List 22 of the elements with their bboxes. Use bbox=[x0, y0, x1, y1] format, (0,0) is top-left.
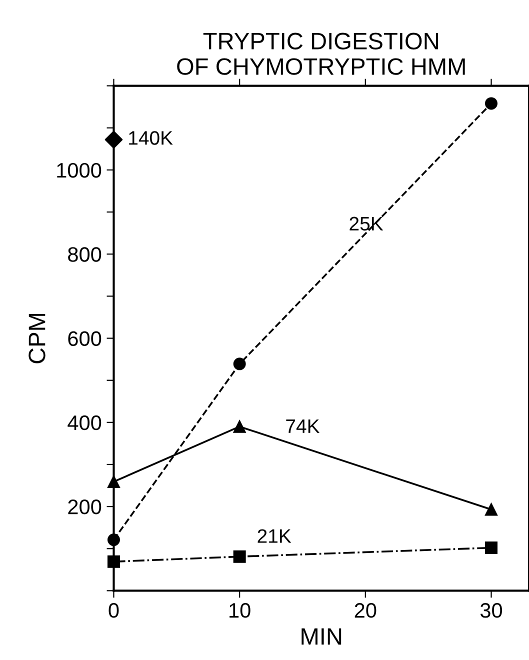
point bbox=[485, 503, 498, 516]
point bbox=[233, 358, 246, 370]
y-tick-label: 400 bbox=[68, 415, 102, 430]
point bbox=[485, 97, 498, 110]
point bbox=[485, 542, 498, 554]
x-tick-label: 20 bbox=[354, 603, 376, 618]
series-label: 74K bbox=[286, 420, 320, 433]
y-axis-title: CPM bbox=[28, 314, 46, 364]
point bbox=[233, 550, 246, 563]
y-tick-label: 200 bbox=[68, 500, 102, 514]
x-tick-label: 10 bbox=[230, 603, 250, 618]
y-tick-label: 800 bbox=[68, 247, 102, 262]
x-tick-label: 0 bbox=[108, 603, 119, 618]
series-label: 21K bbox=[258, 529, 292, 543]
chart-title: TRYPTIC DIGESTION OF CHYMOTRYPTIC HMM bbox=[177, 32, 465, 75]
x-tick-label: 30 bbox=[480, 603, 502, 618]
x-axis-title: MIN bbox=[302, 628, 342, 645]
y-tick-label: 1000 bbox=[57, 162, 102, 178]
series-label: 140K bbox=[129, 131, 173, 145]
point bbox=[233, 420, 246, 433]
y-tick-label: 600 bbox=[68, 331, 102, 346]
point bbox=[104, 130, 123, 149]
